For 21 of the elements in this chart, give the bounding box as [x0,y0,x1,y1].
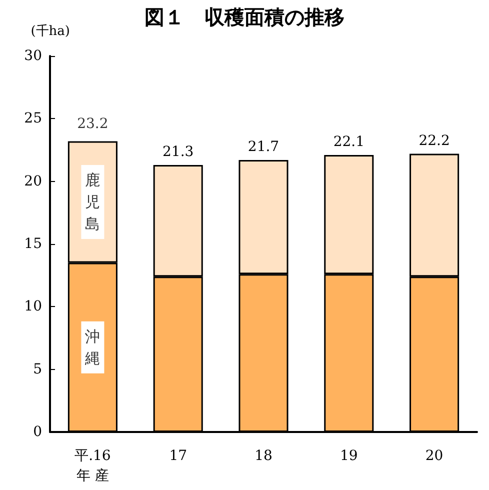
total-label: 21.3 [162,144,194,160]
x-tick-label: 17 [169,448,188,464]
x-tick-label: 18 [254,448,272,464]
total-label: 22.2 [418,132,450,149]
y-tick-label: 30 [24,48,42,64]
y-axis-title: (千ha) [30,24,70,39]
y-tick-label: 0 [33,424,42,440]
y-tick-label: 20 [24,173,42,190]
chart-title: 図１ 収穫面積の推移 [144,5,344,29]
series-label: 鹿児島 [85,171,100,234]
x-tick-label: 平.16 年 産 [74,448,111,484]
y-tick-label: 25 [24,110,42,127]
total-label: 21.7 [248,139,280,156]
series-label: 沖縄 [84,327,100,368]
y-tick-label: 5 [33,361,42,378]
total-label: 22.1 [333,134,364,150]
total-label: 23.2 [77,116,108,132]
x-tick-label: 19 [340,448,358,464]
y-tick-label: 15 [24,236,42,252]
y-tick-label: 10 [24,298,42,315]
x-tick-label: 20 [425,448,444,464]
